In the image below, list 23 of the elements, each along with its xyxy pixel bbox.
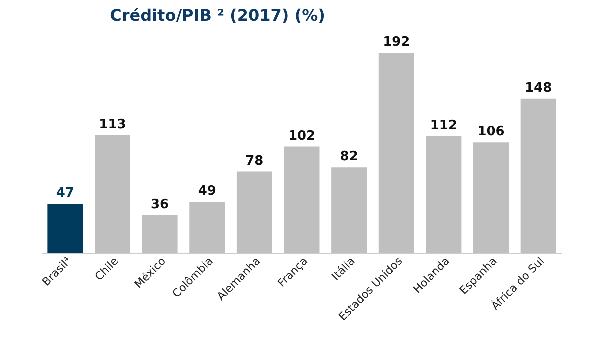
data-label: 112 (430, 118, 458, 134)
data-label: 148 (525, 80, 552, 96)
bar (142, 216, 178, 253)
bar (94, 135, 130, 253)
data-label: 78 (246, 154, 264, 169)
data-label: 36 (151, 198, 170, 212)
chart-title: Crédito/PIB ² (2017) (%) (110, 6, 326, 25)
data-label: 82 (340, 150, 358, 165)
bar (284, 146, 320, 253)
bar (48, 204, 84, 253)
data-label: 106 (478, 124, 505, 140)
data-label: 192 (383, 35, 410, 50)
bar (190, 202, 226, 253)
bar (378, 53, 414, 253)
data-label: 102 (288, 128, 316, 144)
data-label: 49 (198, 184, 216, 199)
bar (332, 168, 368, 253)
bar (426, 136, 462, 253)
data-label: 47 (56, 186, 74, 202)
bar (236, 172, 272, 253)
data-label: 113 (99, 117, 126, 132)
bar (474, 142, 510, 253)
bar (520, 98, 556, 253)
